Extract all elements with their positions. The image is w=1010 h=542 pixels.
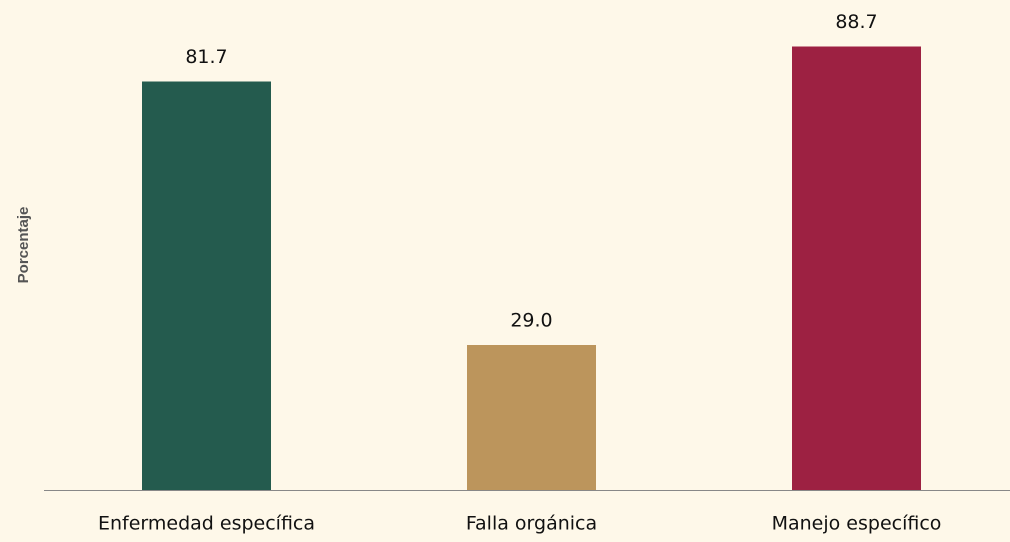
bar [792, 46, 921, 490]
x-tick-label: Falla orgánica [466, 513, 597, 535]
value-label: 88.7 [835, 11, 877, 33]
x-tick-label: Manejo específico [772, 513, 942, 535]
value-label: 81.7 [185, 46, 227, 68]
y-axis-label: Porcentaje [15, 207, 32, 284]
bar [142, 81, 271, 490]
x-tick-label: Enfermedad específica [98, 513, 315, 535]
bar [467, 345, 596, 490]
value-label: 29.0 [510, 310, 552, 332]
